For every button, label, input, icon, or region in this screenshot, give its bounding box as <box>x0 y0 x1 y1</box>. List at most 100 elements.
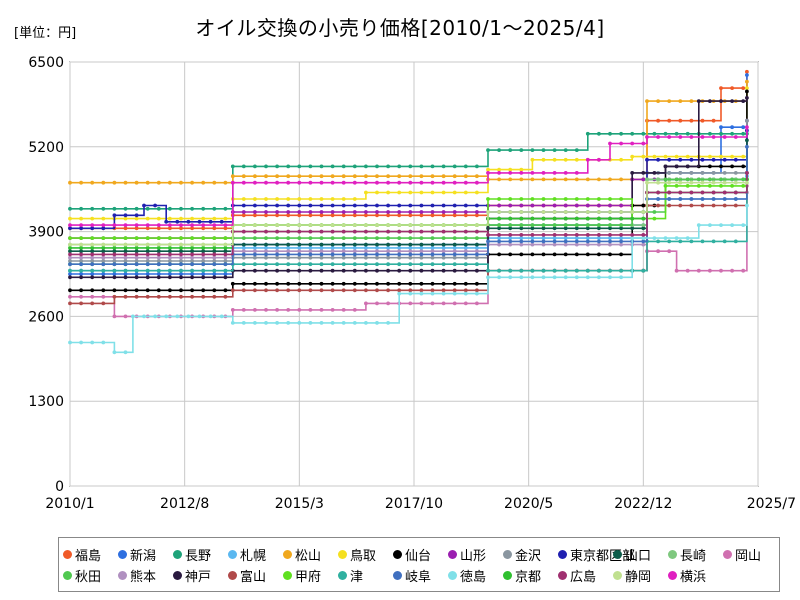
data-point <box>630 154 635 159</box>
data-point <box>112 223 117 228</box>
data-point <box>652 210 657 214</box>
legend-marker <box>448 571 457 580</box>
data-point <box>497 197 501 201</box>
data-point <box>179 180 183 185</box>
data-point <box>145 236 150 241</box>
data-point <box>497 171 501 175</box>
data-point <box>264 252 268 257</box>
data-point <box>230 180 235 185</box>
data-point <box>253 321 257 325</box>
data-point <box>253 223 257 228</box>
data-point <box>608 216 612 221</box>
data-point <box>352 242 357 247</box>
data-point <box>68 236 72 241</box>
data-point <box>112 249 117 254</box>
data-point <box>430 246 435 250</box>
data-point <box>186 314 191 319</box>
data-point <box>352 197 357 201</box>
data-point <box>397 213 402 218</box>
data-point <box>364 229 368 234</box>
data-point <box>241 180 246 185</box>
data-point <box>563 203 568 208</box>
data-point <box>241 288 246 293</box>
data-point <box>112 268 117 273</box>
data-point <box>497 210 501 214</box>
data-point <box>79 226 83 231</box>
data-point <box>741 164 746 169</box>
data-point <box>719 131 723 136</box>
data-point <box>475 268 479 273</box>
data-point <box>652 131 657 136</box>
data-point <box>79 206 83 211</box>
data-point <box>685 268 690 273</box>
data-point <box>486 233 490 237</box>
data-point <box>223 259 228 263</box>
data-point <box>68 246 72 250</box>
data-point <box>156 272 161 276</box>
data-point <box>145 262 150 267</box>
data-point <box>341 180 346 185</box>
data-point <box>319 308 324 312</box>
data-point <box>452 190 457 195</box>
data-point <box>452 174 457 179</box>
data-point <box>508 236 513 241</box>
data-point <box>212 216 217 221</box>
data-point <box>441 213 446 218</box>
data-point <box>341 164 346 169</box>
data-point <box>223 242 228 247</box>
legend-item: 仙台 <box>393 545 431 564</box>
data-point <box>552 216 557 221</box>
data-point <box>397 281 402 286</box>
data-point <box>419 291 424 296</box>
data-point <box>585 239 590 244</box>
data-point <box>430 223 435 228</box>
data-point <box>179 206 183 211</box>
data-point <box>68 268 72 273</box>
data-point <box>700 135 705 139</box>
legend-item: 横浜 <box>668 566 706 585</box>
data-point <box>719 86 723 90</box>
data-point <box>190 262 195 267</box>
data-point <box>708 131 712 136</box>
data-point <box>419 288 424 293</box>
data-point <box>619 252 623 257</box>
data-point <box>722 171 727 175</box>
data-point <box>101 223 106 228</box>
data-point <box>201 275 206 280</box>
data-point <box>463 236 468 241</box>
data-point <box>497 268 501 273</box>
data-point <box>190 226 195 231</box>
data-point <box>241 223 246 228</box>
data-point <box>541 239 546 244</box>
data-point <box>475 301 479 306</box>
data-point <box>201 252 206 257</box>
x-tick-label: 2012/8 <box>160 496 209 512</box>
data-point <box>733 135 738 139</box>
data-point <box>430 268 435 273</box>
data-point <box>708 99 712 103</box>
data-point <box>168 206 172 211</box>
data-point <box>508 148 513 153</box>
data-point <box>364 242 368 247</box>
data-point <box>308 223 313 228</box>
data-point <box>212 223 217 228</box>
data-point <box>286 229 291 234</box>
legend-marker <box>393 571 402 580</box>
data-point <box>530 242 535 247</box>
data-point <box>652 236 657 241</box>
data-point <box>253 229 257 234</box>
data-point <box>597 157 601 162</box>
data-point <box>364 213 368 218</box>
data-point <box>123 252 128 257</box>
data-point <box>156 236 161 241</box>
data-point <box>678 203 683 208</box>
data-point <box>201 236 206 241</box>
data-point <box>711 180 716 185</box>
data-point <box>663 131 668 136</box>
data-point <box>101 262 106 267</box>
data-point <box>134 255 139 260</box>
data-point <box>241 249 246 254</box>
data-point <box>386 242 390 247</box>
data-point <box>430 164 435 169</box>
data-point <box>241 236 246 241</box>
